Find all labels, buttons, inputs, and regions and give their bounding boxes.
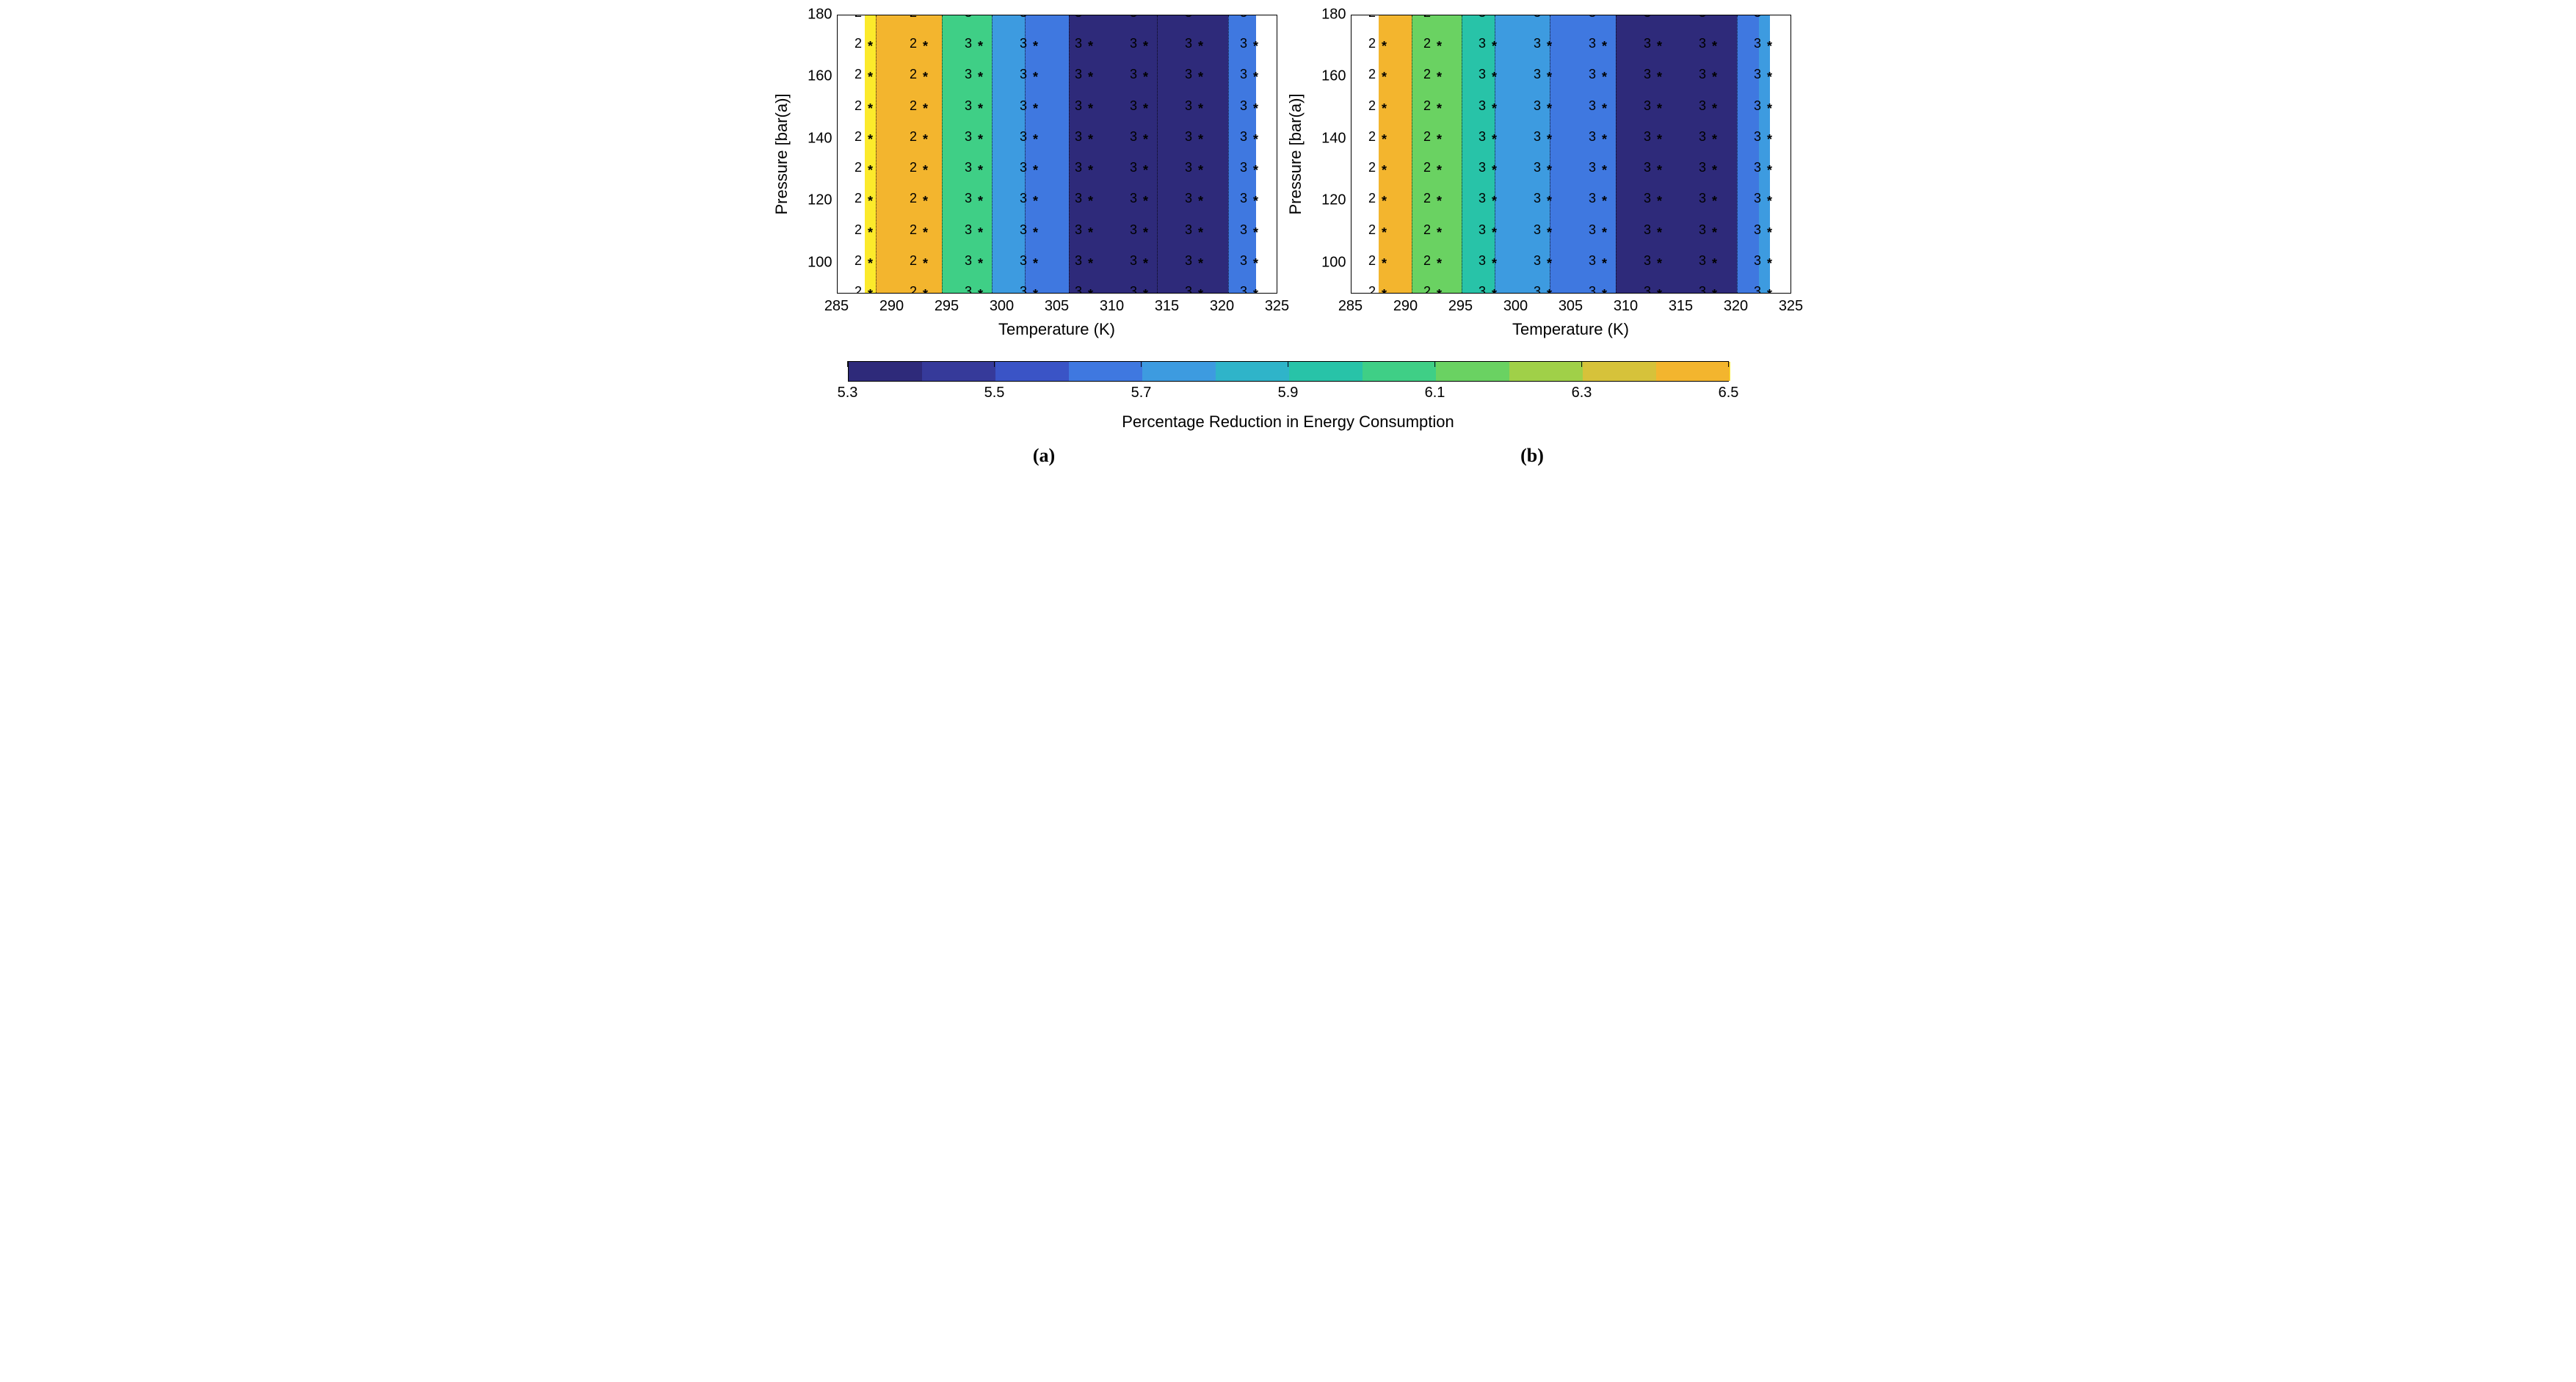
figure: Pressure [bar(a)] *2*2*2*2*2*2*2*2*2*2*2… <box>756 15 1821 467</box>
colorbar-segment <box>995 362 1069 381</box>
colorbar-segment <box>1216 362 1289 381</box>
colorbar-tick: 6.3 <box>1572 385 1592 401</box>
colorbar-tick: 5.3 <box>838 385 858 401</box>
colorbar-segment <box>1583 362 1656 381</box>
colorbar-row: 5.3 5.5 5.7 5.9 6.1 6.3 6.5 Percentage Reducti… <box>756 361 1821 432</box>
ytick: 160 <box>788 68 832 85</box>
contour-line <box>992 15 993 293</box>
sublabel-a: (a) <box>800 445 1288 467</box>
contour-band <box>1379 15 1412 293</box>
colorbar-segment <box>1142 362 1216 381</box>
colorbar-tick: 6.1 <box>1425 385 1445 401</box>
xtick: 305 <box>1559 298 1583 315</box>
ytick: 140 <box>1302 130 1346 147</box>
contour-band <box>1462 15 1495 293</box>
ytick: 160 <box>1302 68 1346 85</box>
colorbar-tick: 5.7 <box>1131 385 1152 401</box>
colorbar-segment <box>922 362 995 381</box>
panels-row: Pressure [bar(a)] *2*2*2*2*2*2*2*2*2*2*2… <box>756 15 1821 339</box>
panel-a: Pressure [bar(a)] *2*2*2*2*2*2*2*2*2*2*2… <box>786 15 1277 294</box>
xtick: 295 <box>935 298 959 315</box>
ytick: 140 <box>788 130 832 147</box>
contour-band <box>1737 15 1759 293</box>
contour-line <box>1228 15 1229 293</box>
contour-band <box>1495 15 1550 293</box>
axis-area-a: *2*2*2*2*2*2*2*2*2*2*2*2*2*2*2*2*2*2*2*2… <box>837 15 1277 294</box>
xtick: 295 <box>1448 298 1473 315</box>
colorbar-segment <box>1069 362 1142 381</box>
sublabels-row: (a) (b) <box>800 445 1777 467</box>
contour-band <box>838 15 866 293</box>
xtick: 320 <box>1724 298 1748 315</box>
xtick: 285 <box>1338 298 1363 315</box>
colorbar-segment <box>1363 362 1436 381</box>
xtick: 325 <box>1779 298 1803 315</box>
colorbar-segment <box>1509 362 1583 381</box>
contour-band <box>1759 15 1770 293</box>
ytick: 180 <box>1302 7 1346 23</box>
contour-line <box>1157 15 1158 293</box>
contour-band <box>1770 15 1791 293</box>
colorbar-tick: 6.5 <box>1719 385 1739 401</box>
xtick: 290 <box>879 298 904 315</box>
axis-area-b: *2*2*2*2*2*2*2*2*2*2*2*2*2*2*2*2*2*2*2*2… <box>1351 15 1791 294</box>
contour-line <box>1737 15 1738 293</box>
contour-band <box>1025 15 1069 293</box>
xtick: 300 <box>990 298 1014 315</box>
contour-line <box>1069 15 1070 293</box>
contour-line <box>876 15 877 293</box>
contour-band <box>1069 15 1229 293</box>
colorbar-segment <box>1289 362 1363 381</box>
xtick: 315 <box>1155 298 1179 315</box>
xtick: 310 <box>1100 298 1124 315</box>
ytick: 100 <box>788 254 832 271</box>
colorbar-segment <box>849 362 922 381</box>
contour-band <box>865 15 876 293</box>
xtick: 305 <box>1045 298 1069 315</box>
xtick: 290 <box>1393 298 1418 315</box>
colorbar-tick: 5.5 <box>984 385 1005 401</box>
panel-b: Pressure [bar(a)] *2*2*2*2*2*2*2*2*2*2*2… <box>1299 15 1791 294</box>
colorbar-tick: 5.9 <box>1278 385 1299 401</box>
contour-band <box>1352 15 1379 293</box>
contour-band <box>1616 15 1737 293</box>
panel-b-wrap: Pressure [bar(a)] *2*2*2*2*2*2*2*2*2*2*2… <box>1299 15 1791 339</box>
ytick: 120 <box>1302 192 1346 209</box>
colorbar-segment <box>1656 362 1730 381</box>
xtick: 320 <box>1210 298 1234 315</box>
contour-line <box>942 15 943 293</box>
panel-a-wrap: Pressure [bar(a)] *2*2*2*2*2*2*2*2*2*2*2… <box>786 15 1277 339</box>
ytick: 180 <box>788 7 832 23</box>
contour-line <box>1616 15 1617 293</box>
xtick: 325 <box>1265 298 1289 315</box>
xlabel-a: Temperature (K) <box>998 320 1115 339</box>
xtick: 300 <box>1503 298 1528 315</box>
sublabel-b: (b) <box>1288 445 1777 467</box>
contour-band <box>1412 15 1462 293</box>
contour-band <box>1228 15 1256 293</box>
contour-band <box>876 15 942 293</box>
contour-band <box>1550 15 1616 293</box>
contour-band <box>992 15 1025 293</box>
colorbar-ticks: 5.35.55.75.96.16.36.5 <box>848 385 1729 407</box>
xtick: 285 <box>824 298 849 315</box>
contour-band <box>1256 15 1277 293</box>
colorbar-segment <box>1436 362 1509 381</box>
xtick: 310 <box>1614 298 1638 315</box>
ytick: 100 <box>1302 254 1346 271</box>
ytick: 120 <box>788 192 832 209</box>
xlabel-b: Temperature (K) <box>1512 320 1629 339</box>
contour-line <box>1025 15 1026 293</box>
xtick: 315 <box>1669 298 1693 315</box>
colorbar-label: Percentage Reduction in Energy Consumpti… <box>1122 412 1454 432</box>
contour-band <box>942 15 992 293</box>
